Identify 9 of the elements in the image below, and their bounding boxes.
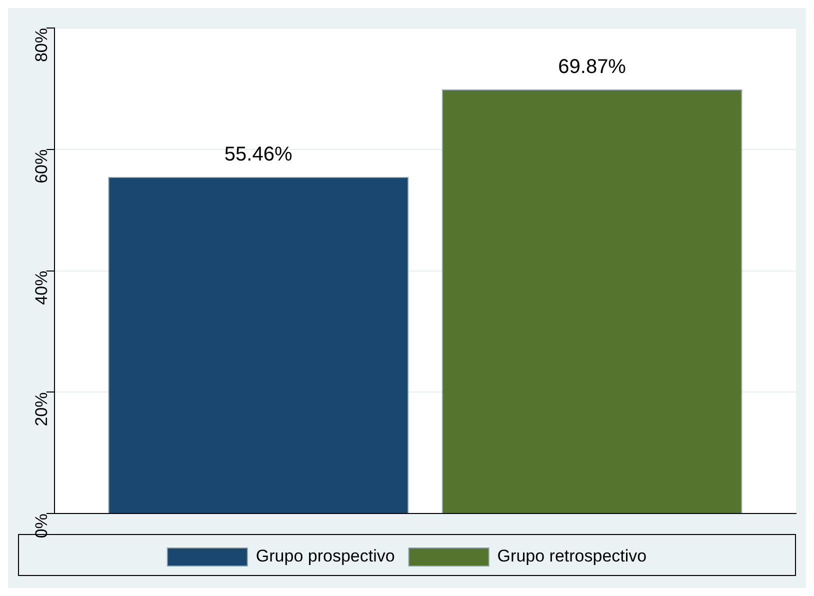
y-tick-label: 40% xyxy=(32,270,52,305)
data-label: 55.46% xyxy=(224,143,292,166)
y-tick-label: 60% xyxy=(32,149,52,184)
data-label: 69.87% xyxy=(558,56,626,78)
legend-label: Grupo prospectivo xyxy=(256,546,395,566)
legend-label: Grupo retrospectivo xyxy=(497,546,647,566)
y-tick-label: 0% xyxy=(32,514,52,538)
y-tick-label: 20% xyxy=(32,392,52,426)
y-tick-label: 80% xyxy=(32,28,52,62)
